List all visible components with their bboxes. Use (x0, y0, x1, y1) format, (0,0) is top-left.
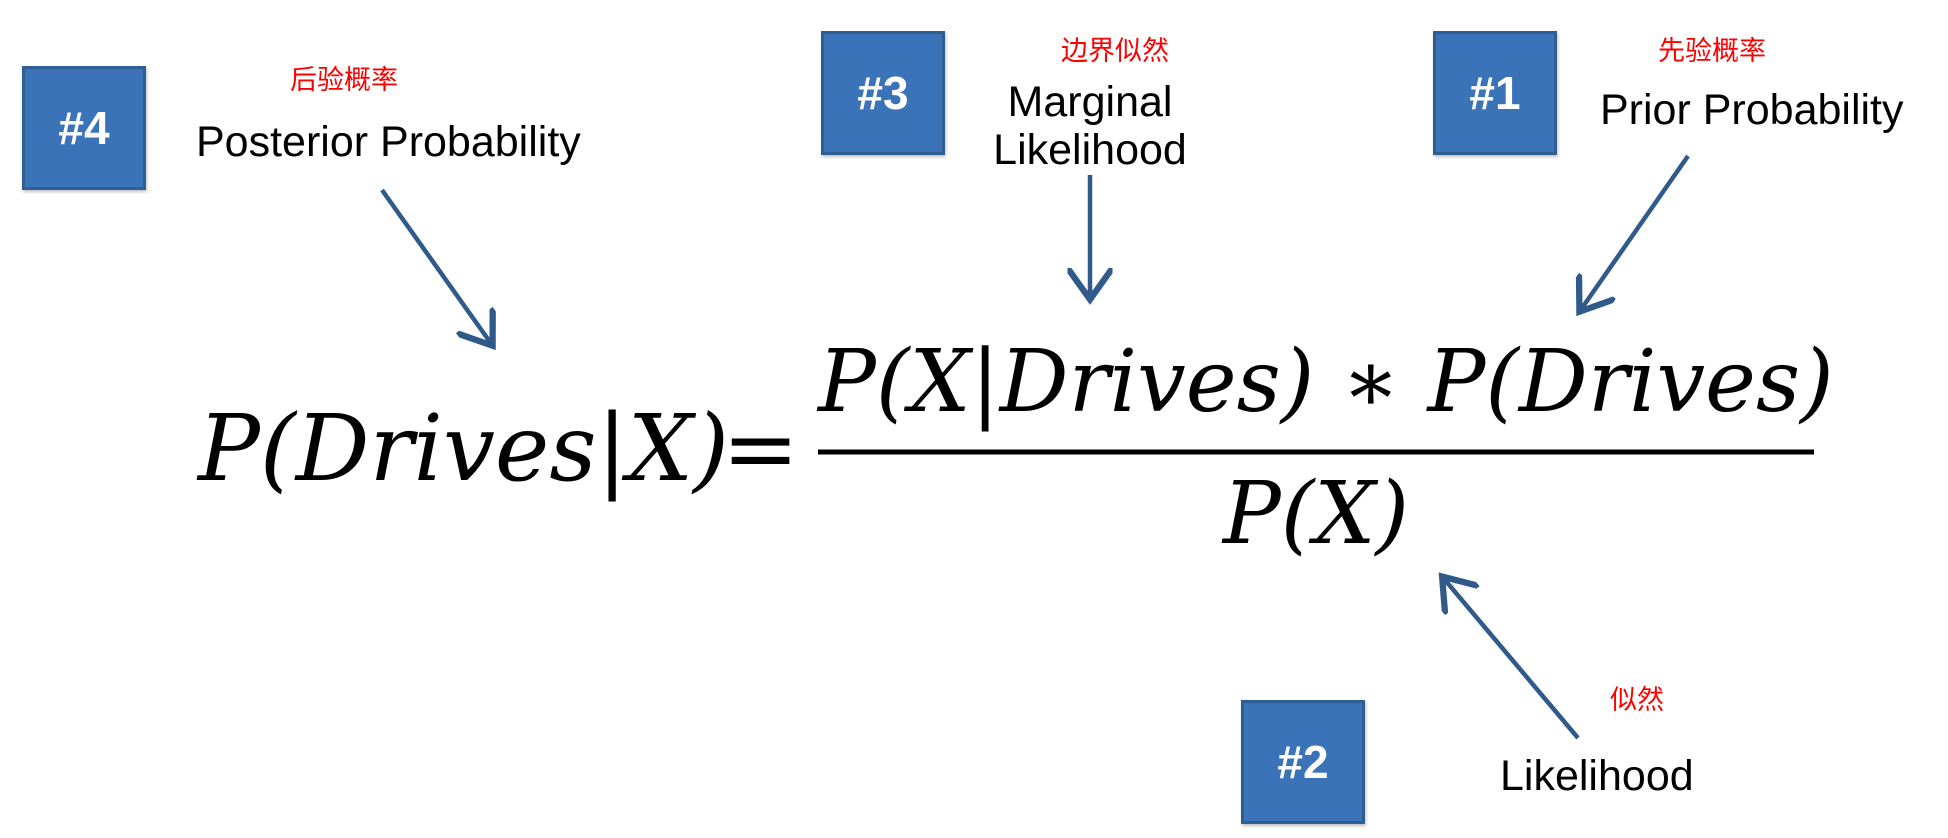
marginal-label-line2: Likelihood (993, 126, 1187, 175)
likelihood-arrow (1445, 580, 1580, 740)
posterior-cn-label: 后验概率 (290, 65, 398, 96)
formula-denominator: P(X) (1222, 464, 1410, 564)
likelihood-label: Likelihood (1500, 752, 1694, 800)
marginal-label: Marginal Likelihood (970, 78, 1210, 174)
badge-1: #1 (1433, 31, 1557, 155)
posterior-label: Posterior Probability (196, 118, 581, 166)
likelihood-cn-label: 似然 (1610, 685, 1664, 716)
prior-label: Prior Probability (1600, 86, 1904, 134)
formula-lhs: P(Drives|X) (198, 395, 729, 502)
formula-numerator: P(X|Drives) ∗ P(Drives) (818, 332, 1834, 432)
posterior-arrow (380, 188, 490, 342)
prior-cn-label: 先验概率 (1658, 36, 1766, 67)
marginal-cn-label: 边界似然 (1061, 36, 1169, 67)
badge-4: #4 (22, 66, 146, 190)
badge-2: #2 (1241, 700, 1365, 824)
prior-arrow (1582, 154, 1690, 308)
badge-3: #3 (821, 31, 945, 155)
marginal-label-line1: Marginal (1007, 78, 1173, 126)
formula-equals: = (722, 395, 800, 502)
